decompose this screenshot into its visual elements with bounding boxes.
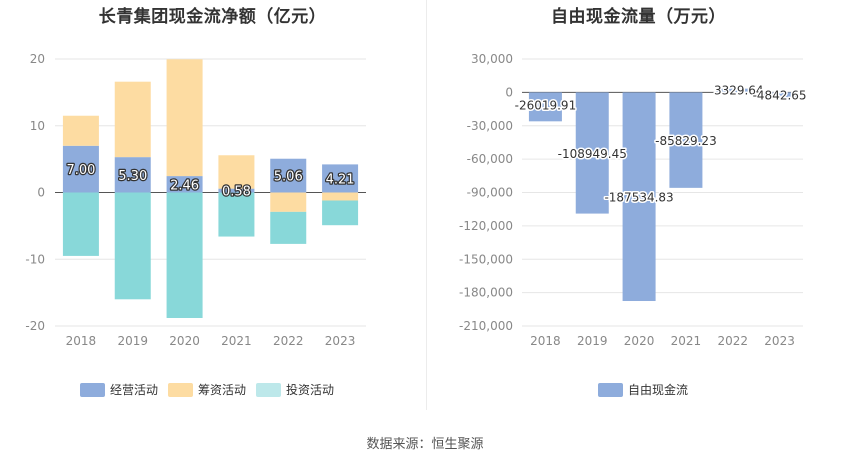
x-tick-label: 2020 xyxy=(624,334,655,348)
right-chart-title: 自由现金流量（万元） xyxy=(551,7,726,27)
y-tick-label: 0 xyxy=(37,186,45,200)
y-tick-label: 20 xyxy=(30,52,45,66)
bar xyxy=(716,88,750,93)
y-tick-label: -210,000 xyxy=(459,319,513,333)
bar-segment xyxy=(322,164,359,193)
y-tick-label: -10 xyxy=(25,252,45,266)
x-tick-label: 2022 xyxy=(273,334,304,348)
y-tick-label: -180,000 xyxy=(459,286,513,300)
x-tick-label: 2021 xyxy=(221,334,252,348)
x-tick-label: 2023 xyxy=(764,334,795,348)
data-label: 0.58 xyxy=(222,185,251,200)
data-source-note: 数据来源：恒生聚源 xyxy=(366,437,484,452)
y-tick-label: -120,000 xyxy=(459,219,513,233)
bar xyxy=(622,92,656,302)
x-tick-label: 2022 xyxy=(717,334,748,348)
bar xyxy=(669,92,703,188)
y-tick-label: -20 xyxy=(25,319,45,333)
data-label: -108949.45 xyxy=(558,147,627,161)
data-label: -26019.91 xyxy=(515,98,577,112)
legend-swatch xyxy=(80,383,105,397)
bar-segment xyxy=(114,81,151,158)
y-tick-label: 30,000 xyxy=(471,52,513,66)
right-chart-panel: 自由现金流量（万元） 30,000 0 -30,000 -60,000 -90,000 -… xyxy=(427,0,850,410)
bar-segment xyxy=(62,115,99,146)
bar-segment xyxy=(322,200,359,226)
legend-swatch xyxy=(256,383,281,397)
left-chart-svg: 20 10 0 -10 -20 2018 2019 2020 2021 2022 2023 7.00 5… xyxy=(25,52,366,397)
x-tick-label: 2023 xyxy=(325,334,356,348)
x-tick-label: 2018 xyxy=(530,334,561,348)
bar-segment xyxy=(114,192,151,300)
bar-segment xyxy=(62,145,99,193)
x-tick-label: 2018 xyxy=(66,334,97,348)
legend-label: 自由现金流 xyxy=(628,382,688,397)
x-tick-label: 2020 xyxy=(169,334,200,348)
x-tick-label: 2019 xyxy=(117,334,148,348)
bar-segment xyxy=(218,192,255,237)
data-label: -187534.83 xyxy=(604,191,673,205)
data-label: -4842.65 xyxy=(753,88,807,102)
left-chart-title: 长青集团现金流净额（亿元） xyxy=(98,7,327,27)
bar-segment xyxy=(270,192,307,212)
bar-segment xyxy=(166,192,203,318)
data-label: 5.30 xyxy=(118,169,147,184)
bar-segment xyxy=(114,157,151,193)
legend-label: 投资活动 xyxy=(286,382,334,397)
legend-swatch xyxy=(598,383,623,397)
y-tick-label: -60,000 xyxy=(467,152,513,166)
y-tick-label: -30,000 xyxy=(467,119,513,133)
legend-label: 筹资活动 xyxy=(198,383,246,397)
legend-label: 经营活动 xyxy=(110,383,158,397)
data-label: 4.21 xyxy=(326,172,355,187)
y-tick-label: -150,000 xyxy=(459,252,513,266)
x-tick-label: 2019 xyxy=(577,334,608,348)
y-tick-label: 10 xyxy=(30,119,45,133)
bar-segment xyxy=(62,192,99,256)
bar xyxy=(575,92,609,214)
data-label: 3329.64 xyxy=(714,83,764,97)
bar-segment xyxy=(218,155,255,189)
data-label: 7.00 xyxy=(66,163,95,178)
data-label: 2.46 xyxy=(170,178,199,193)
y-tick-label: -90,000 xyxy=(467,186,513,200)
legend-swatch xyxy=(168,383,193,397)
bar-segment xyxy=(166,59,203,177)
bar xyxy=(528,92,562,122)
y-tick-label: 0 xyxy=(505,85,513,99)
bar-segment xyxy=(270,158,307,193)
data-label: -85829.23 xyxy=(655,134,717,148)
bar xyxy=(763,92,797,98)
right-chart-svg: 30,000 0 -30,000 -60,000 -90,000 -120,000 -150… xyxy=(459,52,808,397)
bar-segment xyxy=(322,192,359,201)
bar-segment xyxy=(166,176,203,193)
left-chart-panel: 长青集团现金流净额（亿元） 20 10 0 -10 -20 2018 2019 2020 202… xyxy=(0,0,425,410)
data-label: 5.06 xyxy=(274,170,303,185)
panel-divider xyxy=(426,0,427,410)
bar-segment xyxy=(218,188,255,193)
bar-segment xyxy=(270,211,307,244)
x-tick-label: 2021 xyxy=(671,334,702,348)
